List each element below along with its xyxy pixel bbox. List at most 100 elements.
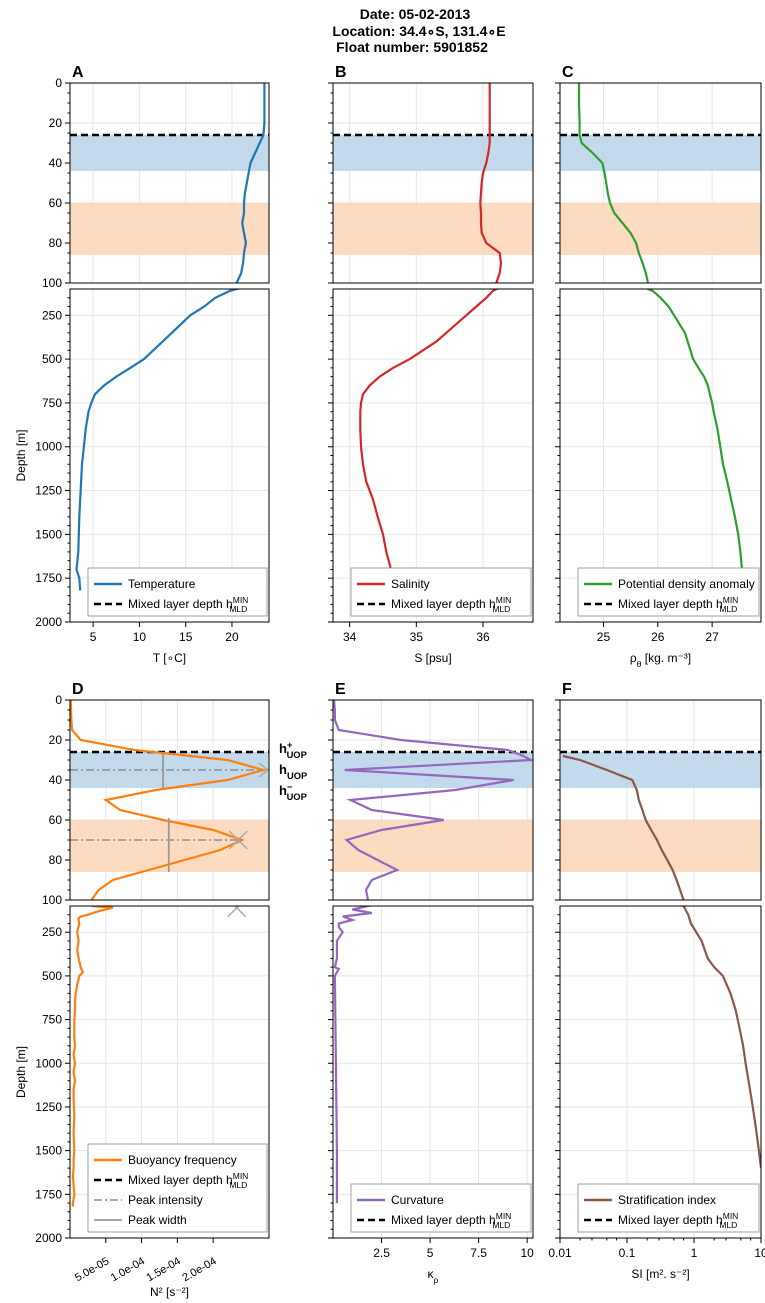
legend-label-main: Mixed layer depth h [618, 1213, 723, 1227]
x-axis-label-sub: ρ [434, 1275, 439, 1285]
x-tick-label: 20 [225, 630, 239, 644]
y-tick-label: 2000 [35, 615, 62, 629]
series-line-lower [333, 906, 372, 1204]
legend-box [577, 1183, 760, 1233]
y-tick-label: 1250 [35, 1100, 62, 1114]
y-ticks [555, 82, 560, 623]
legend: Curvature Mixed layer depth hMIN MLD [350, 1183, 532, 1233]
x-ticks [559, 1238, 762, 1243]
uop-annotation-sub: UOP [287, 771, 307, 781]
legend-label: Peak width [128, 1213, 187, 1227]
mixed-layer-band [70, 135, 269, 171]
uop-annotation: hUOP [279, 762, 307, 781]
y-axis-label: Depth [m] [14, 1046, 28, 1098]
x-axis-label: ρθ [kg. m⁻³] [630, 651, 691, 669]
uop-annotation-sub: UOP [287, 750, 307, 760]
y-axis-label: Depth [m] [14, 429, 28, 481]
y-ticks [328, 82, 333, 623]
x-ticks [602, 622, 713, 627]
legend-label-sub: MLD [719, 604, 737, 614]
x-tick-label: 15 [179, 630, 193, 644]
uop-annotation-main: h [279, 783, 287, 798]
y-tick-label: 0 [55, 76, 62, 90]
uop-band [560, 203, 761, 255]
legend: Potential density anomaly Mixed layer dep… [577, 567, 760, 617]
float-number-text: Float number: 5901852 [336, 39, 488, 55]
location-text: Location: 34.4∘S, 131.4∘E [332, 23, 505, 39]
x-ticks [92, 622, 233, 627]
y-tick-label: 1250 [35, 484, 62, 498]
legend-label-main: Mixed layer depth h [128, 1173, 233, 1187]
legend-box [350, 567, 532, 617]
x-axis-label: N² [s⁻²] [150, 1285, 189, 1299]
series-line-upper [333, 700, 533, 900]
y-tick-label: 750 [42, 1013, 62, 1027]
legend-label-sub: MLD [229, 1180, 247, 1190]
legend-label: Buoyancy frequency [128, 1153, 237, 1167]
legend-label-sub: MLD [719, 1220, 737, 1230]
uop-annotation-main: h [279, 762, 287, 777]
x-axis-label-sub: θ [637, 659, 642, 669]
x-axis-label-main: T [∘C] [153, 651, 186, 665]
y-tick-label: 2000 [35, 1231, 62, 1245]
y-ticks [328, 699, 333, 1239]
x-axis-label: S [psu] [414, 651, 451, 665]
y-tick-label: 1750 [35, 571, 62, 585]
x-ticks [105, 1238, 214, 1243]
y-tick-label: 80 [49, 236, 63, 250]
mixed-layer-band [560, 752, 761, 788]
panel-label: C [562, 64, 574, 81]
series-line-upper [562, 754, 685, 900]
legend-label-main: Mixed layer depth h [391, 1213, 496, 1227]
legend-label-sup: MIN [723, 595, 739, 605]
mixed-layer-band [333, 135, 533, 171]
x-tick-label: 27 [705, 630, 719, 644]
y-tick-label: 750 [42, 396, 62, 410]
panel-b: 34 35 36 S [psu] B Salinity Mixed layer depth … [328, 64, 534, 665]
y-tick-label: 1000 [35, 440, 62, 454]
legend-label: Mixed layer depth hMIN MLD [128, 595, 248, 614]
y-tick-label: 250 [42, 308, 62, 322]
legend-box [350, 1183, 532, 1233]
legend-box [87, 567, 268, 617]
y-tick-label: 60 [49, 813, 63, 827]
legend-label: Peak intensity [128, 1193, 203, 1207]
peak-marker [228, 830, 248, 850]
legend-box [577, 567, 760, 617]
panel-label: D [72, 681, 84, 698]
x-axis-label: SI [m². s⁻²] [631, 1267, 689, 1281]
y-tick-label: 100 [42, 893, 62, 907]
legend-label-sup: MIN [496, 1211, 512, 1221]
mixed-layer-band [560, 135, 761, 171]
y-tick-label: 1500 [35, 527, 62, 541]
y-tick-label: 1750 [35, 1187, 62, 1201]
x-axis-label-main: ρ [630, 651, 637, 665]
y-tick-label: 1000 [35, 1056, 62, 1070]
legend: Stratification index Mixed layer depth hM… [577, 1183, 760, 1233]
legend: Salinity Mixed layer depth hMIN MLD [350, 567, 532, 617]
panel-c: 25 26 27 ρθ [kg. m⁻³] C Potential density ano… [555, 64, 762, 669]
legend-label-main: Mixed layer depth h [128, 597, 233, 611]
x-tick-label: 36 [476, 630, 490, 644]
legend-label: Temperature [128, 577, 196, 591]
panel-a: 0 20 40 60 80 100 250 500 750 1000 1250 1500 1750 200… [14, 64, 270, 665]
x-axis-label: T [∘C] [153, 651, 186, 665]
y-tick-label: 0 [55, 693, 62, 707]
uop-annotation: h+ UOP [279, 740, 307, 760]
peak-arrow [258, 762, 270, 778]
figure-header: Date: 05-02-2013 Location: 34.4∘S, 131.4… [332, 6, 505, 55]
y-tick-label: 40 [49, 156, 63, 170]
series-line-lower [359, 289, 500, 579]
y-tick-label: 1500 [35, 1144, 62, 1158]
legend-label-sub: MLD [492, 604, 510, 614]
y-tick-label: 60 [49, 196, 63, 210]
uop-annotation-sup: + [287, 740, 293, 750]
legend: Temperature Mixed layer depth hMIN MLD [87, 567, 268, 617]
y-ticks [65, 699, 70, 1239]
x-tick-label: 35 [410, 630, 424, 644]
legend-label: Mixed layer depth hMIN MLD [618, 595, 738, 614]
legend-label-sub: MLD [229, 604, 247, 614]
series-line-lower [645, 289, 745, 579]
x-tick-label: 10 [133, 630, 147, 644]
